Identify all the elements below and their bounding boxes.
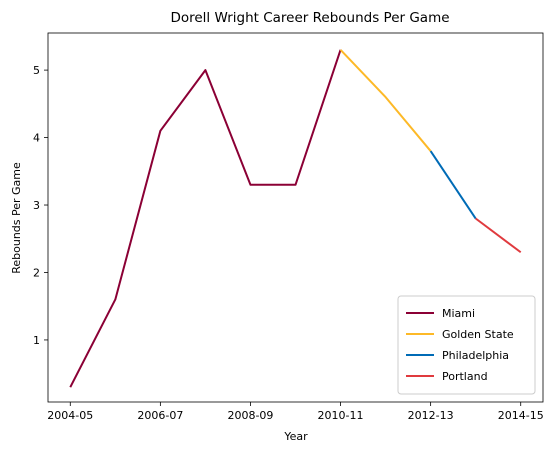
series-line-portland: [475, 217, 522, 254]
x-tick-label: 2006-07: [137, 409, 183, 422]
series-line-golden-state: [339, 49, 432, 152]
y-tick-label: 4: [33, 132, 40, 145]
legend-box: [397, 295, 536, 395]
y-axis-label: Rebounds Per Game: [10, 162, 23, 274]
y-tick-label: 3: [33, 199, 40, 212]
legend-entry: Golden State: [442, 328, 514, 341]
plot-area: 2004-05 2006-07 2008-09 2010-11 2012-13 2014-…: [33, 32, 544, 422]
y-tick-label: 1: [33, 334, 40, 347]
x-tick-label: 2012-13: [408, 409, 454, 422]
chart-title: Dorell Wright Career Rebounds Per Game: [170, 10, 449, 26]
legend: Miami Golden State Philadelphia Portland: [397, 295, 536, 395]
series-line-miami: [69, 49, 342, 388]
legend-entry: Miami: [442, 307, 475, 320]
x-axis-label: Year: [283, 430, 308, 443]
series-line-philadelphia: [429, 150, 477, 220]
legend-entry: Portland: [442, 370, 488, 383]
x-tick-label: 2014-15: [498, 409, 544, 422]
x-tick-label: 2008-09: [227, 409, 273, 422]
legend-entry: Philadelphia: [442, 349, 509, 362]
x-tick-label: 2010-11: [318, 409, 364, 422]
y-tick-label: 5: [33, 64, 40, 77]
axes-frame: [47, 32, 544, 403]
x-tick-label: 2004-05: [47, 409, 93, 422]
y-tick-label: 2: [33, 266, 40, 279]
